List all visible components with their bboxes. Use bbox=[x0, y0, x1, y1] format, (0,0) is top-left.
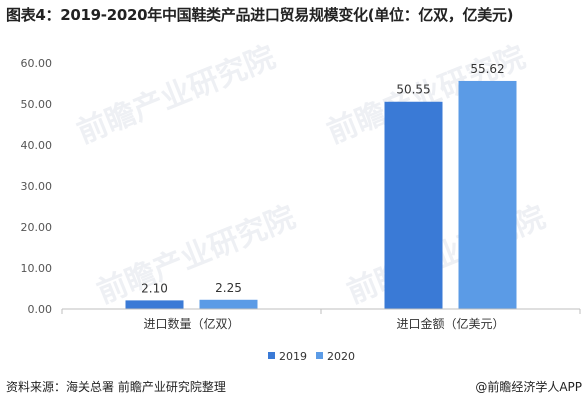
source-note: 资料来源：海关总署 前瞻产业研究院整理 bbox=[6, 380, 226, 394]
x-axis: 进口数量（亿双） 进口金额（亿美元） bbox=[61, 308, 581, 331]
data-label: 2.25 bbox=[215, 281, 242, 295]
bar-2020 bbox=[199, 299, 258, 309]
data-label: 55.62 bbox=[470, 62, 504, 76]
data-label: 2.10 bbox=[141, 281, 168, 295]
y-tick-label: 50.00 bbox=[21, 98, 53, 111]
legend: 2019 2020 bbox=[268, 350, 355, 363]
legend-label: 2020 bbox=[327, 350, 355, 363]
y-tick-label: 20.00 bbox=[21, 221, 53, 234]
y-tick-label: 0.00 bbox=[28, 303, 53, 316]
credit-note: @前瞻经济学人APP bbox=[475, 380, 582, 394]
chart-title: 图表4：2019-2020年中国鞋类产品进口贸易规模变化(单位：亿双，亿美元) bbox=[6, 6, 514, 24]
y-tick-label: 10.00 bbox=[21, 262, 53, 275]
legend-label: 2019 bbox=[279, 350, 307, 363]
y-tick-label: 40.00 bbox=[21, 139, 53, 152]
data-labels: 2.10 2.25 50.55 55.62 bbox=[141, 62, 505, 295]
bars bbox=[125, 80, 517, 310]
x-tick-label: 进口数量（亿双） bbox=[143, 316, 239, 331]
x-tick-label: 进口金额（亿美元） bbox=[396, 316, 504, 331]
bar-2019 bbox=[125, 300, 184, 309]
data-label: 50.55 bbox=[396, 83, 430, 97]
y-tick-label: 30.00 bbox=[21, 180, 53, 193]
y-axis: 0.00 10.00 20.00 30.00 40.00 50.00 60.00 bbox=[21, 57, 53, 316]
legend-swatch-2019 bbox=[268, 352, 275, 359]
legend-swatch-2020 bbox=[316, 352, 323, 359]
bar-2020 bbox=[458, 80, 517, 309]
bar-2019 bbox=[384, 101, 443, 310]
y-tick-label: 60.00 bbox=[21, 57, 53, 70]
